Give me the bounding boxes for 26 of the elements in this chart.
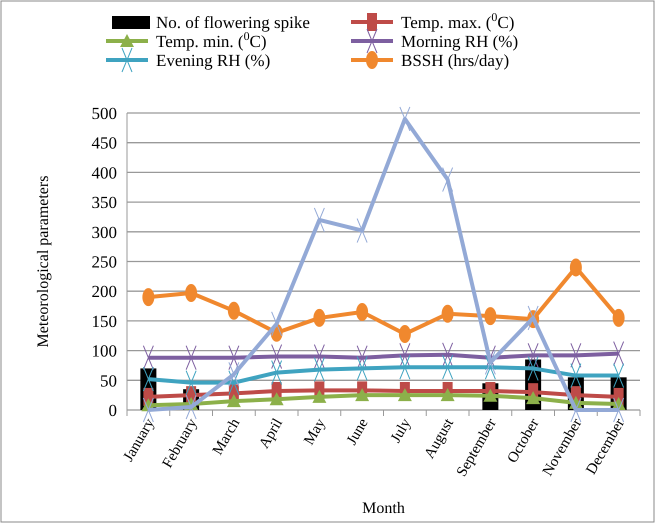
- y-tick-label: 500: [92, 104, 117, 123]
- legend-label: Morning RH (%): [401, 32, 518, 51]
- point: [312, 390, 326, 403]
- point: [526, 391, 540, 404]
- y-tick-label: 50: [100, 371, 117, 390]
- y-tick-label: 100: [92, 342, 117, 361]
- legend-label: BSSH (hrs/day): [401, 50, 510, 70]
- x-axis-title: Month: [362, 500, 405, 517]
- legend-label: Temp. max. ($^{0}$C): [401, 10, 514, 32]
- y-tick-label: 450: [92, 134, 117, 153]
- x-tick-label: July: [388, 416, 415, 446]
- y-tick-label: 150: [92, 312, 117, 331]
- point: [355, 388, 370, 402]
- y-tick-label: 200: [92, 282, 117, 302]
- y-tick-label: 300: [92, 222, 117, 242]
- point: [226, 394, 241, 408]
- legend-label: No. of flowering spike: [156, 12, 310, 32]
- legend-label: Evening RH (%): [156, 50, 270, 70]
- point: [270, 392, 284, 406]
- y-tick-label: 0: [108, 400, 117, 420]
- point: [440, 388, 455, 402]
- y-tick-label: 400: [92, 163, 117, 182]
- y-axis-title: Meteorological parameters: [35, 176, 52, 348]
- point: [398, 388, 412, 402]
- y-tick-label: 350: [92, 193, 117, 212]
- y-tick-label: 250: [92, 252, 117, 272]
